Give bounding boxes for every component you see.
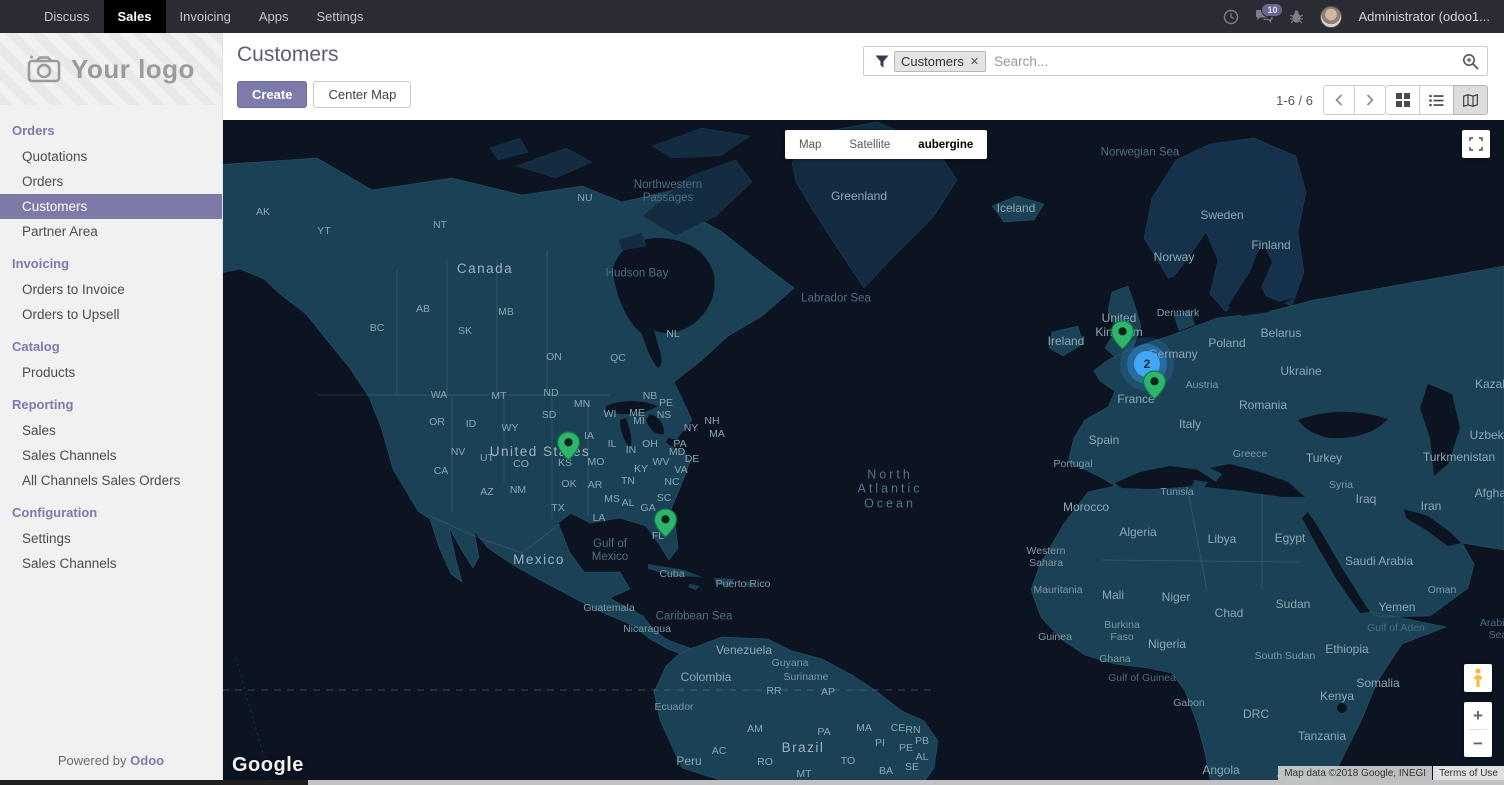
facet-label: Customers [901, 53, 964, 69]
message-count-badge: 10 [1261, 3, 1284, 17]
pegman-streetview[interactable] [1464, 664, 1492, 692]
sidebar-item-quotations[interactable]: Quotations [22, 149, 88, 164]
sidebar-item-sales-channels[interactable]: Sales Channels [22, 448, 117, 463]
messages-icon[interactable]: 10 [1255, 3, 1284, 24]
list-view-button[interactable] [1419, 85, 1454, 115]
customer-pin-florida[interactable] [653, 508, 678, 543]
pager-range: 1-6 / 6 [1276, 92, 1313, 108]
sidebar: Your logo Orders Quotations Orders Customer… [0, 33, 223, 780]
filter-funnel-icon [869, 55, 889, 68]
control-panel: Customers Create Center Map Customers ✕ … [222, 33, 1504, 120]
kanban-view-button[interactable] [1385, 85, 1420, 115]
map-type-aubergine[interactable]: aubergine [918, 138, 974, 151]
zoom-in-button[interactable]: + [1473, 705, 1483, 725]
topbar-item-discuss[interactable]: Discuss [44, 9, 90, 24]
view-switcher [1385, 85, 1488, 115]
zoom-divider [1469, 729, 1487, 730]
bottom-edge-strip [0, 780, 1504, 785]
facet-remove-icon[interactable]: ✕ [969, 55, 980, 68]
sidebar-item-partner-area[interactable]: Partner Area [22, 224, 98, 239]
map-view-button[interactable] [1453, 85, 1488, 115]
map-type-map[interactable]: Map [799, 138, 822, 151]
create-button[interactable]: Create [237, 81, 308, 108]
user-menu[interactable]: Administrator (odoo1... [1358, 9, 1490, 24]
sidebar-item-settings[interactable]: Settings [22, 531, 71, 546]
sidebar-section-invoicing: Invoicing [12, 256, 70, 271]
search-facet[interactable]: Customers ✕ [894, 50, 987, 72]
sidebar-section-orders: Orders [12, 123, 55, 138]
top-navbar: Discuss Sales Invoicing Apps Settings 10 Adm… [0, 0, 1504, 33]
powered-by: Powered by Odoo [57, 753, 165, 768]
topbar-item-sales[interactable]: Sales [103, 0, 166, 33]
user-avatar[interactable] [1320, 5, 1343, 28]
terms-of-use-link[interactable]: Terms of Use [1433, 766, 1504, 781]
sidebar-item-all-channels-sales-orders[interactable]: All Channels Sales Orders [22, 473, 181, 488]
map-type-control: Map Satellite aubergine [785, 130, 988, 159]
world-map-graphic [222, 120, 1504, 785]
topbar-nav: Discuss Sales Invoicing Apps Settings [0, 0, 377, 33]
topbar-item-apps[interactable]: Apps [258, 9, 289, 24]
search-magnifier-icon[interactable] [1462, 53, 1479, 70]
topbar-item-settings[interactable]: Settings [316, 9, 364, 24]
map-type-satellite[interactable]: Satellite [849, 138, 891, 151]
center-map-button[interactable]: Center Map [313, 81, 412, 108]
sidebar-item-orders-to-upsell[interactable]: Orders to Upsell [22, 307, 120, 322]
customer-pin-uk[interactable] [1110, 320, 1135, 355]
fullscreen-button[interactable] [1462, 130, 1490, 158]
pager-next-button[interactable] [1354, 85, 1386, 115]
sidebar-section-reporting: Reporting [12, 397, 74, 412]
sidebar-menu: Orders Quotations Orders Customers Partner A… [0, 105, 222, 743]
zoom-out-button[interactable]: − [1473, 733, 1483, 753]
company-logo[interactable]: Your logo [0, 33, 222, 105]
logo-text: Your logo [71, 53, 195, 84]
sidebar-item-orders[interactable]: Orders [22, 174, 64, 189]
sidebar-section-catalog: Catalog [12, 339, 60, 354]
map-attribution: Map data ©2018 Google, INEGI [1278, 766, 1433, 781]
search-bar: Customers ✕ [863, 46, 1488, 76]
customers-map[interactable]: Canada United States Mexico Brazil Greenland… [222, 120, 1504, 785]
debug-bug-icon[interactable] [1289, 9, 1304, 24]
topbar-item-invoicing[interactable]: Invoicing [179, 9, 231, 24]
zoom-control: + − [1464, 702, 1492, 757]
sidebar-section-configuration: Configuration [12, 505, 98, 520]
sidebar-item-products[interactable]: Products [22, 365, 76, 380]
camera-icon [27, 55, 61, 83]
google-logo[interactable]: Google [232, 754, 304, 776]
customer-pin-france[interactable] [1142, 370, 1167, 405]
sidebar-item-customers[interactable]: Customers [0, 194, 222, 219]
activity-clock-icon[interactable] [1223, 9, 1239, 25]
sidebar-item-sales-channels[interactable]: Sales Channels [22, 556, 117, 571]
sidebar-item-orders-to-invoice[interactable]: Orders to Invoice [22, 282, 125, 297]
pager-previous-button[interactable] [1323, 85, 1355, 115]
search-input[interactable] [986, 53, 1462, 69]
customer-pin-kansas[interactable] [556, 431, 581, 466]
page-title: Customers [237, 43, 339, 66]
sidebar-item-sales[interactable]: Sales [22, 423, 56, 438]
odoo-brand-link[interactable]: Odoo [130, 753, 165, 768]
